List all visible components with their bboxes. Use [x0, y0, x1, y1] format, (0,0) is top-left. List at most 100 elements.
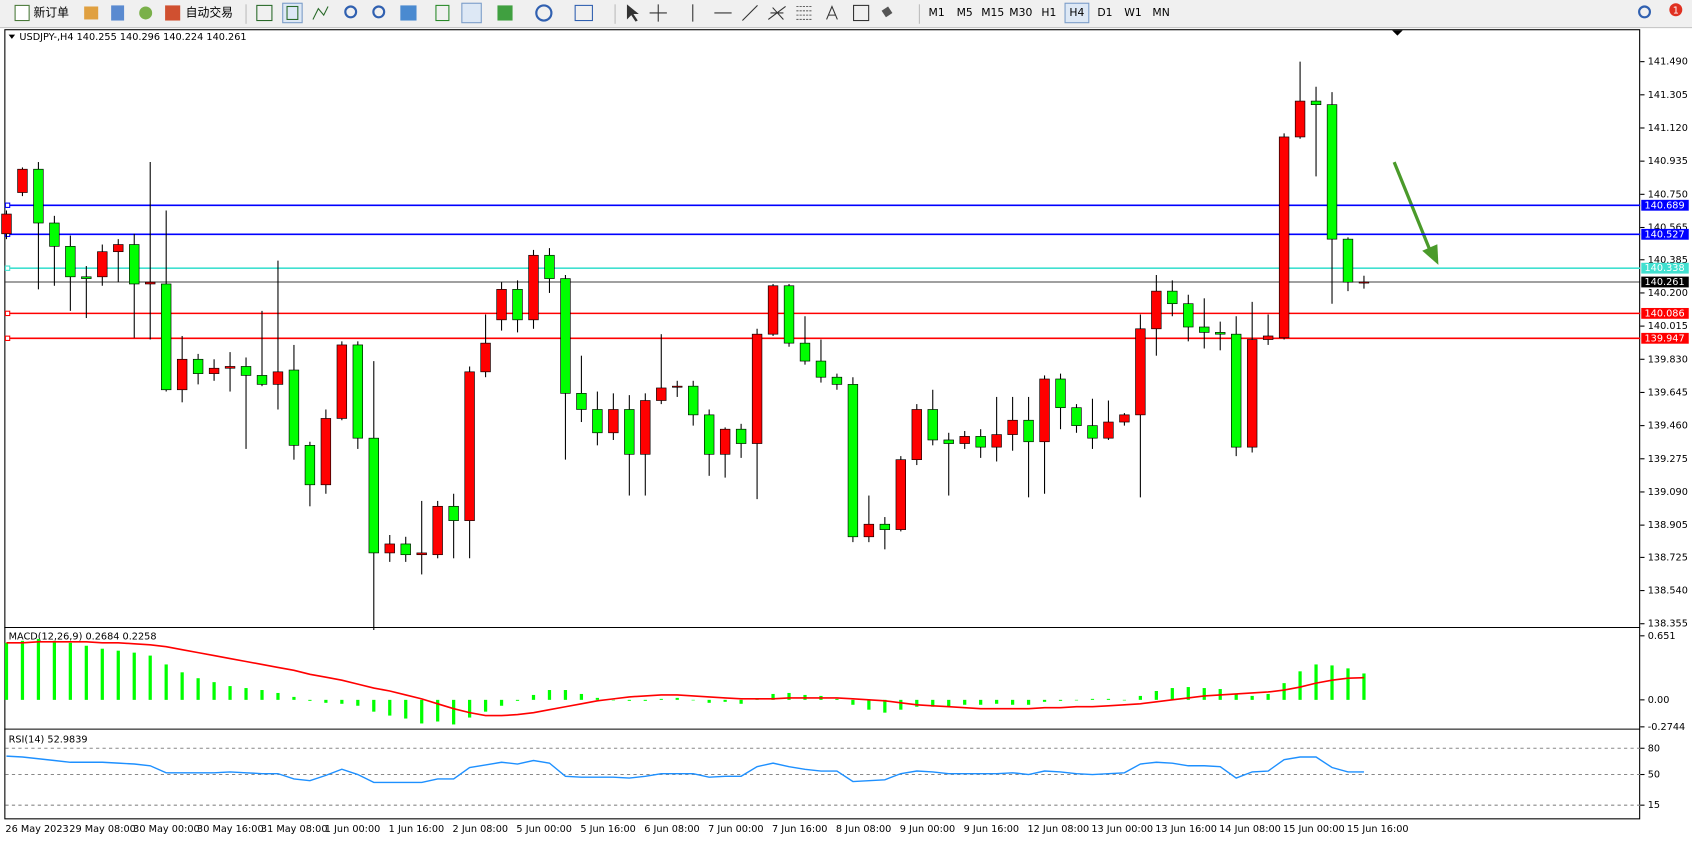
candle-body — [1, 213, 12, 235]
line-chart-button[interactable] — [312, 6, 329, 20]
label-button[interactable] — [853, 4, 870, 22]
fibo-button[interactable] — [796, 5, 812, 20]
zoom-out-button[interactable] — [372, 5, 386, 19]
candle-body — [304, 445, 316, 486]
channel-button[interactable] — [767, 6, 786, 20]
text-button[interactable] — [826, 5, 838, 20]
timeframe-button[interactable]: M1 — [929, 6, 945, 19]
y-tick-label: 138.905 — [1648, 520, 1688, 531]
macd-bar — [579, 693, 584, 700]
macd-bar — [547, 690, 552, 700]
macd-bar — [531, 694, 536, 700]
new-order-icon[interactable] — [14, 4, 30, 22]
timeframe-bar: M1 M5 M15 M30 H1 H4 D1 W1 MN — [929, 2, 1170, 24]
candle-body — [33, 168, 44, 224]
timeframe-button[interactable]: M5 — [957, 6, 973, 19]
cursor-button[interactable] — [626, 4, 639, 22]
macd-bar — [340, 699, 344, 704]
timeframe-button[interactable]: H4 — [1069, 6, 1084, 19]
trendline-button[interactable] — [742, 5, 758, 21]
timeframe-button[interactable]: W1 — [1124, 6, 1142, 19]
macd-bar — [196, 678, 200, 700]
candle-body — [815, 360, 827, 378]
macd-bar — [915, 699, 919, 707]
timeframe-button[interactable]: H1 — [1041, 6, 1056, 19]
macd-bar — [963, 699, 967, 705]
macd-bar — [1122, 699, 1127, 701]
bar-chart-button[interactable] — [256, 4, 273, 22]
candle-body — [1151, 290, 1162, 330]
candle-body — [17, 168, 28, 193]
macd-bar — [1330, 665, 1334, 700]
autoscroll-button[interactable] — [435, 4, 450, 22]
shift-button[interactable] — [461, 2, 482, 24]
rsi-name: RSI(14) — [9, 734, 45, 745]
y-tick-label: 140.935 — [1648, 156, 1688, 167]
price-label-bg — [1641, 276, 1689, 288]
icon — [286, 5, 299, 20]
candle-body — [879, 523, 891, 530]
candle-body — [224, 366, 236, 369]
candle-body — [1326, 104, 1338, 240]
auto-trading-icon[interactable] — [165, 5, 181, 21]
new-order-button[interactable]: 新订单 — [33, 5, 69, 19]
price-label-bg — [1641, 199, 1689, 211]
macd-header: MACD(12,26,9) 0.2684 0.2258 — [9, 632, 157, 643]
line-handle — [4, 310, 11, 317]
candle-body — [1007, 419, 1018, 435]
candle-body — [129, 244, 140, 285]
macd-bar — [611, 699, 615, 701]
templates-button[interactable] — [574, 4, 593, 22]
arrows-button[interactable] — [881, 6, 893, 18]
macd-bar — [420, 699, 424, 724]
candle-body — [751, 333, 763, 444]
timeframe-button[interactable]: M15 — [981, 6, 1004, 19]
timeframe-button[interactable]: MN — [1152, 6, 1169, 19]
candle-body — [1023, 419, 1034, 443]
macd-bar — [723, 699, 727, 702]
macd-bar — [100, 648, 104, 700]
candle-body — [240, 366, 252, 376]
candle-body — [192, 358, 204, 374]
candle-body — [1119, 414, 1130, 423]
zoom-in-button[interactable] — [344, 5, 358, 19]
candle-body — [799, 342, 811, 362]
notification-badge[interactable] — [1669, 3, 1683, 17]
periods-button[interactable] — [535, 4, 553, 22]
search-button[interactable] — [1638, 5, 1651, 19]
candle-body — [911, 409, 922, 461]
candle-body — [703, 414, 715, 455]
macd-bar — [659, 698, 663, 700]
x-tick-label: 8 Jun 08:00 — [836, 824, 892, 835]
y-tick-label: 15 — [1648, 800, 1660, 811]
icon[interactable] — [111, 5, 125, 21]
macd-bar — [1266, 693, 1270, 700]
candle-body — [65, 245, 76, 278]
macd-bar — [148, 655, 152, 700]
icon[interactable] — [84, 6, 99, 20]
symbol-menu-marker[interactable] — [8, 34, 16, 39]
tile-button[interactable] — [400, 5, 417, 21]
timeframe-button[interactable]: D1 — [1097, 6, 1112, 19]
price-label-bg — [1641, 332, 1689, 344]
candle-body — [847, 384, 859, 538]
candle-body — [272, 371, 284, 385]
icon[interactable] — [139, 6, 153, 20]
ohlc-close: 140.261 — [206, 32, 246, 43]
candle-body — [352, 344, 364, 439]
x-tick-label: 7 Jun 00:00 — [708, 824, 764, 835]
timeframe-button[interactable]: M30 — [1009, 6, 1032, 19]
y-tick-label: 140.015 — [1648, 321, 1688, 332]
auto-trading-button[interactable]: 自动交易 — [186, 5, 233, 19]
macd-bar — [1346, 668, 1350, 700]
x-tick-label: 1 Jun 16:00 — [389, 824, 445, 835]
candle-body — [1310, 100, 1322, 105]
price-label-bg — [1641, 228, 1689, 240]
crosshair-button[interactable] — [649, 4, 667, 22]
macd-bar — [324, 699, 328, 703]
price-label: 140.338 — [1645, 263, 1685, 274]
active-timeframe[interactable] — [1064, 2, 1090, 24]
macd-bar — [436, 699, 440, 722]
y-tick-label: 0.651 — [1648, 631, 1676, 642]
indicators-button[interactable] — [497, 5, 513, 21]
